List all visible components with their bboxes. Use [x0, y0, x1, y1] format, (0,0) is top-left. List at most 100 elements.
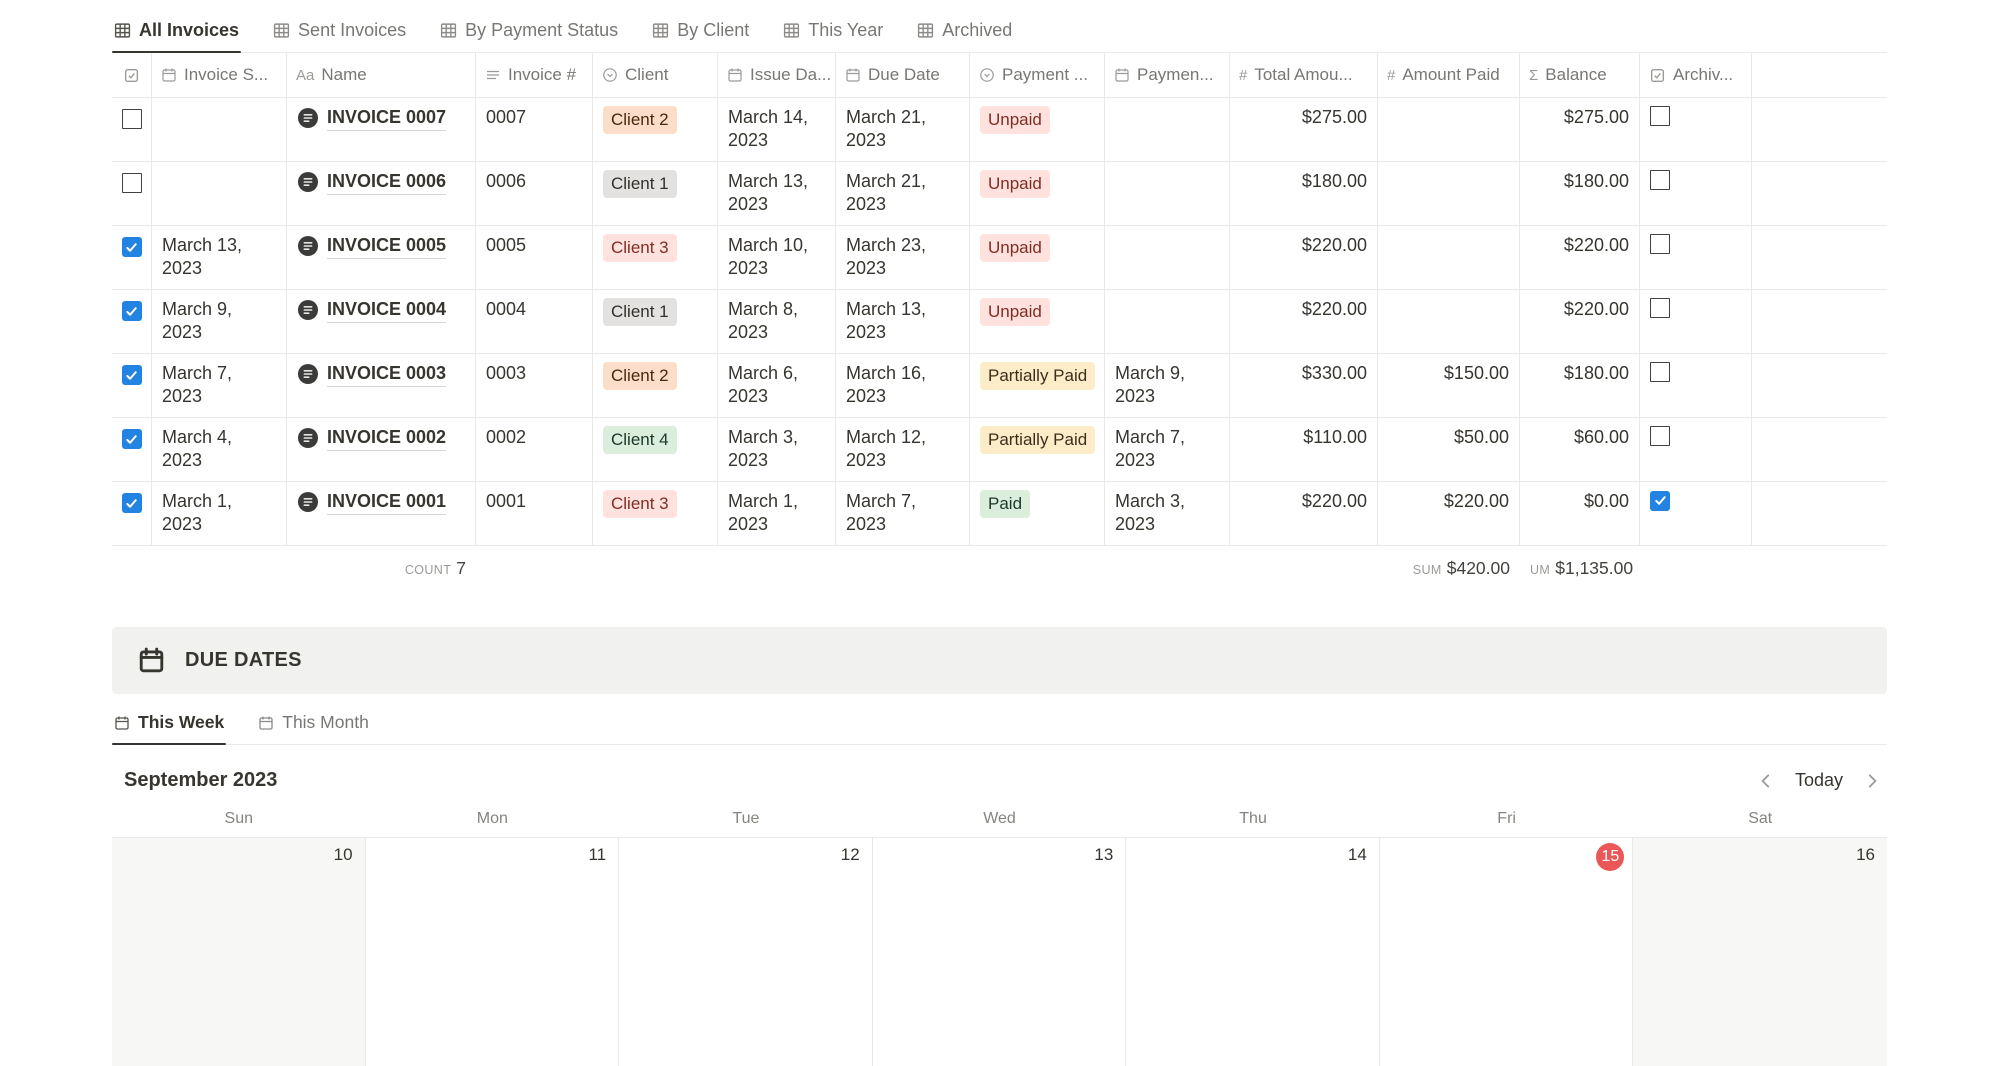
tab-this-year[interactable]: This Year [781, 16, 885, 52]
column-header-payment-date[interactable]: Paymen... [1105, 53, 1230, 97]
cell-invoice-number[interactable]: 0007 [476, 98, 593, 161]
row-checkbox[interactable] [121, 301, 142, 321]
archived-checkbox[interactable] [1650, 234, 1670, 254]
tab-by-client[interactable]: By Client [650, 16, 751, 52]
cell-issue-date[interactable]: March 13, 2023 [718, 162, 836, 225]
cell-total-amount[interactable]: $220.00 [1230, 290, 1378, 353]
cell-invoice-sent[interactable]: March 9, 2023 [152, 290, 287, 353]
cell-issue-date[interactable]: March 8, 2023 [718, 290, 836, 353]
column-header-amount-paid[interactable]: # Amount Paid [1378, 53, 1520, 97]
cell-due-date[interactable]: March 23, 2023 [836, 226, 970, 289]
cell-client[interactable]: Client 2 [593, 354, 718, 417]
select-all-header[interactable] [112, 53, 152, 97]
archived-checkbox[interactable] [1650, 362, 1670, 382]
cell-amount-paid[interactable]: $150.00 [1378, 354, 1520, 417]
archived-checkbox[interactable] [1650, 170, 1670, 190]
tab-this-week[interactable]: This Week [112, 708, 227, 745]
calendar-day-cell[interactable]: 14 [1126, 838, 1380, 1066]
row-checkbox[interactable] [121, 493, 142, 513]
amount-paid-sum[interactable]: SUM $420.00 [1378, 558, 1520, 579]
cell-total-amount[interactable]: $220.00 [1230, 226, 1378, 289]
cell-total-amount[interactable]: $110.00 [1230, 418, 1378, 481]
column-header-due-date[interactable]: Due Date [836, 53, 970, 97]
tab-archived[interactable]: Archived [915, 16, 1014, 52]
cell-issue-date[interactable]: March 1, 2023 [718, 482, 836, 545]
cell-invoice-sent[interactable]: March 7, 2023 [152, 354, 287, 417]
archived-checkbox[interactable] [1650, 490, 1670, 511]
calendar-day-cell[interactable]: 10 [112, 838, 366, 1066]
cell-payment-status[interactable]: Unpaid [970, 98, 1105, 161]
cell-invoice-number[interactable]: 0004 [476, 290, 593, 353]
cell-payment-status[interactable]: Unpaid [970, 226, 1105, 289]
cell-invoice-number[interactable]: 0001 [476, 482, 593, 545]
cell-payment-status[interactable]: Partially Paid [970, 354, 1105, 417]
cell-total-amount[interactable]: $330.00 [1230, 354, 1378, 417]
cell-total-amount[interactable]: $180.00 [1230, 162, 1378, 225]
cell-due-date[interactable]: March 16, 2023 [836, 354, 970, 417]
cell-due-date[interactable]: March 12, 2023 [836, 418, 970, 481]
cell-total-amount[interactable]: $275.00 [1230, 98, 1378, 161]
cell-name[interactable]: INVOICE 0003 [287, 354, 476, 417]
cell-client[interactable]: Client 1 [593, 290, 718, 353]
cell-issue-date[interactable]: March 14, 2023 [718, 98, 836, 161]
cell-payment-status[interactable]: Unpaid [970, 162, 1105, 225]
cell-name[interactable]: INVOICE 0001 [287, 482, 476, 545]
archived-checkbox[interactable] [1650, 426, 1670, 446]
cell-balance[interactable]: $275.00 [1520, 98, 1640, 161]
cell-amount-paid[interactable] [1378, 98, 1520, 161]
cell-total-amount[interactable]: $220.00 [1230, 482, 1378, 545]
calendar-day-cell[interactable]: 12 [619, 838, 873, 1066]
column-header-client[interactable]: Client [593, 53, 718, 97]
cell-balance[interactable]: $220.00 [1520, 290, 1640, 353]
balance-sum[interactable]: UM $1,135.00 [1520, 558, 1640, 579]
column-header-invoice-sent[interactable]: Invoice S... [152, 53, 287, 97]
calendar-day-cell[interactable]: 13 [873, 838, 1127, 1066]
cell-amount-paid[interactable] [1378, 290, 1520, 353]
cell-issue-date[interactable]: March 3, 2023 [718, 418, 836, 481]
cell-client[interactable]: Client 2 [593, 98, 718, 161]
invoice-page-link[interactable]: INVOICE 0001 [327, 490, 447, 516]
cell-payment-date[interactable] [1105, 98, 1230, 161]
calendar-day-cell[interactable]: 11 [366, 838, 620, 1066]
count-calculation[interactable]: COUNT 7 [287, 558, 476, 579]
tab-all-invoices[interactable]: All Invoices [112, 16, 242, 53]
cell-payment-date[interactable] [1105, 162, 1230, 225]
cell-invoice-sent[interactable]: March 13, 2023 [152, 226, 287, 289]
cell-invoice-sent[interactable] [152, 98, 287, 161]
column-header-balance[interactable]: Σ Balance [1520, 53, 1640, 97]
cell-issue-date[interactable]: March 10, 2023 [718, 226, 836, 289]
cell-balance[interactable]: $220.00 [1520, 226, 1640, 289]
row-checkbox[interactable] [121, 173, 142, 193]
cell-due-date[interactable]: March 21, 2023 [836, 162, 970, 225]
cell-client[interactable]: Client 3 [593, 226, 718, 289]
cell-amount-paid[interactable]: $220.00 [1378, 482, 1520, 545]
tab-this-month[interactable]: This Month [256, 708, 371, 744]
cell-payment-date[interactable]: March 9, 2023 [1105, 354, 1230, 417]
cell-payment-date[interactable]: March 3, 2023 [1105, 482, 1230, 545]
archived-checkbox[interactable] [1650, 106, 1670, 126]
tab-by-payment-status[interactable]: By Payment Status [438, 16, 620, 52]
cell-name[interactable]: INVOICE 0005 [287, 226, 476, 289]
prev-week-button[interactable] [1757, 772, 1775, 790]
next-week-button[interactable] [1863, 772, 1881, 790]
cell-invoice-sent[interactable]: March 1, 2023 [152, 482, 287, 545]
cell-client[interactable]: Client 4 [593, 418, 718, 481]
cell-due-date[interactable]: March 7, 2023 [836, 482, 970, 545]
cell-name[interactable]: INVOICE 0006 [287, 162, 476, 225]
cell-client[interactable]: Client 1 [593, 162, 718, 225]
cell-payment-status[interactable]: Paid [970, 482, 1105, 545]
cell-balance[interactable]: $180.00 [1520, 162, 1640, 225]
cell-invoice-number[interactable]: 0003 [476, 354, 593, 417]
cell-balance[interactable]: $0.00 [1520, 482, 1640, 545]
row-checkbox[interactable] [121, 365, 142, 385]
cell-balance[interactable]: $180.00 [1520, 354, 1640, 417]
cell-invoice-number[interactable]: 0002 [476, 418, 593, 481]
archived-checkbox[interactable] [1650, 298, 1670, 318]
column-header-name[interactable]: Aa Name [287, 53, 476, 97]
cell-balance[interactable]: $60.00 [1520, 418, 1640, 481]
cell-name[interactable]: INVOICE 0002 [287, 418, 476, 481]
cell-payment-status[interactable]: Partially Paid [970, 418, 1105, 481]
cell-due-date[interactable]: March 21, 2023 [836, 98, 970, 161]
tab-sent-invoices[interactable]: Sent Invoices [271, 16, 408, 52]
row-checkbox[interactable] [121, 237, 142, 257]
